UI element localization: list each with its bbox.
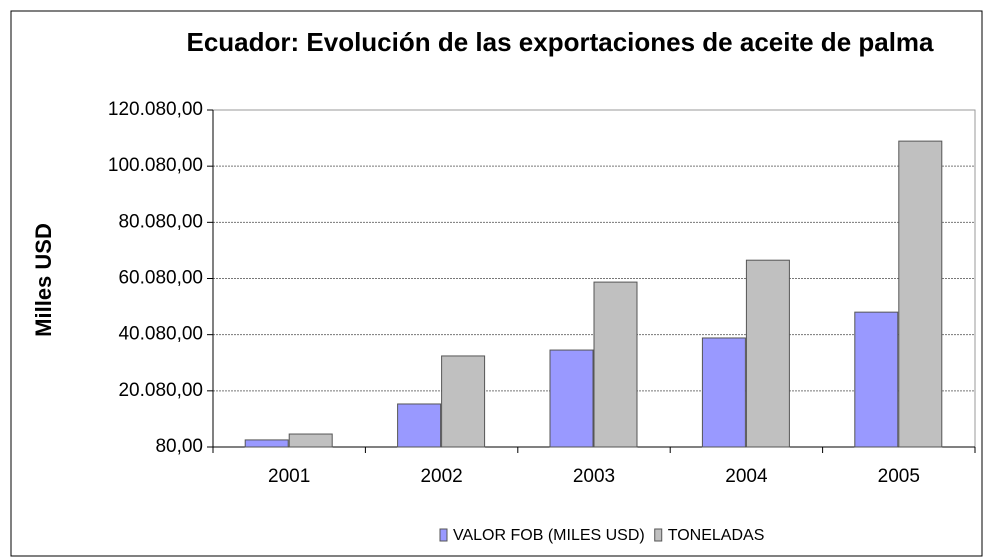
bar <box>549 349 594 448</box>
y-tick-label: 80,00 <box>155 436 203 457</box>
legend-label: VALOR FOB (MILES USD) <box>453 527 645 544</box>
y-tick-label: 40.080,00 <box>118 324 203 345</box>
bar <box>244 439 289 448</box>
bar <box>441 355 486 448</box>
bar <box>593 281 638 448</box>
bar <box>397 403 442 448</box>
y-tick-label: 80.080,00 <box>118 211 203 232</box>
legend-swatch <box>654 528 663 542</box>
bar <box>745 259 790 448</box>
bar <box>898 140 943 448</box>
legend-swatch <box>439 528 448 542</box>
x-tick-label: 2002 <box>420 466 462 487</box>
x-tick-label: 2003 <box>573 466 615 487</box>
legend-label: TONELADAS <box>668 527 765 544</box>
bar <box>701 337 746 448</box>
y-tick-label: 120.080,00 <box>108 99 203 120</box>
y-axis-title: Milles USD <box>31 223 56 337</box>
y-tick-label: 60.080,00 <box>118 268 203 289</box>
y-tick-label: 100.080,00 <box>108 155 203 176</box>
bar <box>288 433 333 448</box>
x-tick-label: 2005 <box>878 466 920 487</box>
chart-title: Ecuador: Evolución de las exportaciones … <box>186 27 934 57</box>
y-tick-label: 20.080,00 <box>118 380 203 401</box>
x-tick-label: 2001 <box>268 466 310 487</box>
bar <box>854 311 899 448</box>
x-tick-label: 2004 <box>725 466 768 487</box>
